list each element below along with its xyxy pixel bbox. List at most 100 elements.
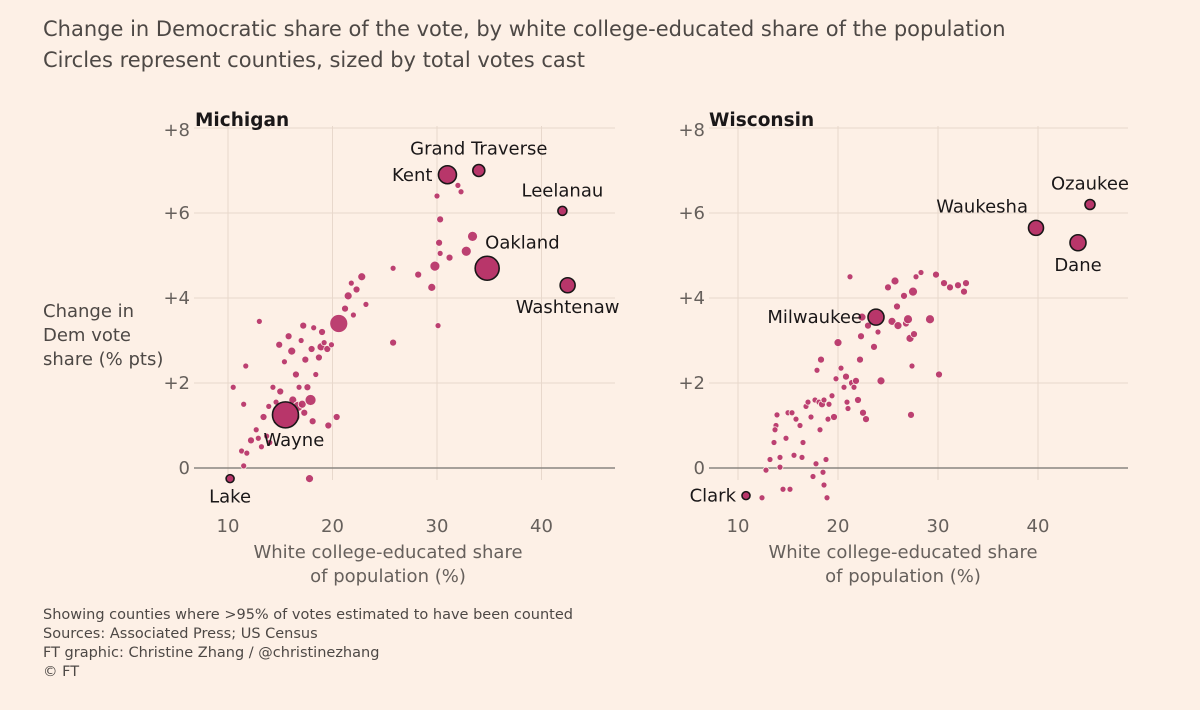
county-point bbox=[758, 494, 766, 502]
county-point-dane bbox=[1069, 233, 1087, 252]
county-point bbox=[874, 328, 882, 336]
county-point bbox=[259, 413, 268, 421]
y-tick-label: +6 bbox=[163, 203, 190, 224]
plot-wisconsin bbox=[709, 126, 1128, 502]
x-tick-label: 20 bbox=[827, 516, 850, 537]
county-point bbox=[300, 408, 309, 417]
county-point bbox=[229, 383, 237, 391]
county-point bbox=[925, 314, 935, 325]
county-label: Leelanau bbox=[522, 180, 604, 201]
county-label: Waukesha bbox=[936, 196, 1028, 217]
county-point-lake bbox=[225, 473, 235, 484]
chart-title: Change in Democratic share of the vote, … bbox=[43, 17, 1006, 41]
county-point bbox=[341, 304, 349, 313]
county-point bbox=[837, 364, 845, 372]
county-point bbox=[434, 322, 442, 330]
footer-credit: FT graphic: Christine Zhang / @christine… bbox=[43, 645, 380, 661]
y-tick-label: +2 bbox=[678, 373, 705, 394]
plot-michigan bbox=[194, 126, 615, 484]
county-point bbox=[435, 238, 443, 247]
county-point bbox=[960, 287, 968, 296]
y-axis-label-line: share (% pts) bbox=[43, 349, 164, 370]
county-label: Washtenaw bbox=[516, 297, 620, 318]
x-axis-label-line: White college-educated share bbox=[253, 542, 523, 563]
county-point bbox=[265, 402, 273, 410]
county-point bbox=[436, 249, 444, 257]
county-point bbox=[414, 270, 423, 279]
county-point bbox=[460, 245, 472, 257]
x-tick-label: 10 bbox=[217, 516, 240, 537]
county-point bbox=[252, 426, 260, 434]
county-point bbox=[852, 376, 860, 385]
county-point bbox=[258, 443, 265, 451]
county-point bbox=[281, 358, 288, 366]
county-point bbox=[357, 272, 367, 282]
county-point bbox=[788, 409, 796, 417]
county-label: Dane bbox=[1054, 255, 1101, 276]
panel-title-michigan: Michigan bbox=[195, 110, 289, 131]
county-point-kent bbox=[437, 164, 458, 185]
county-point bbox=[828, 392, 836, 400]
county-point bbox=[817, 355, 825, 364]
county-point bbox=[427, 282, 437, 292]
county-point bbox=[907, 410, 915, 419]
county-label: Grand Traverse bbox=[410, 139, 547, 160]
county-point bbox=[349, 311, 357, 319]
x-axis-label-michigan: White college-educated share of populati… bbox=[223, 541, 553, 589]
county-point bbox=[332, 413, 341, 421]
county-point bbox=[323, 345, 332, 353]
county-point bbox=[890, 276, 900, 286]
county-point bbox=[284, 332, 293, 341]
county-point bbox=[824, 415, 832, 423]
county-point bbox=[240, 400, 248, 408]
county-point bbox=[846, 273, 854, 281]
county-point bbox=[790, 451, 798, 459]
x-axis-label-line: of population (%) bbox=[310, 566, 466, 587]
county-point bbox=[804, 398, 812, 406]
county-point bbox=[908, 362, 916, 370]
county-point bbox=[935, 370, 943, 379]
county-point bbox=[864, 321, 872, 330]
county-point bbox=[856, 355, 864, 364]
county-point bbox=[857, 332, 865, 341]
county-point bbox=[820, 481, 828, 489]
county-point bbox=[884, 283, 892, 292]
county-point bbox=[445, 253, 454, 262]
county-point bbox=[832, 375, 840, 383]
county-point bbox=[467, 230, 478, 242]
x-tick-label: 30 bbox=[426, 516, 449, 537]
county-point bbox=[310, 324, 318, 332]
county-point bbox=[843, 398, 851, 406]
county-label: Milwaukee bbox=[767, 307, 862, 328]
footer-sources: Sources: Associated Press; US Census bbox=[43, 626, 318, 642]
county-point bbox=[893, 302, 901, 311]
county-point bbox=[830, 413, 838, 421]
county-point bbox=[247, 436, 255, 445]
x-tick-label: 40 bbox=[1027, 516, 1050, 537]
county-point bbox=[389, 264, 397, 272]
footer: Showing counties where >95% of votes est… bbox=[43, 606, 573, 682]
county-point bbox=[912, 273, 920, 281]
county-point bbox=[312, 371, 320, 378]
y-tick-label: +6 bbox=[678, 203, 705, 224]
county-point bbox=[825, 400, 833, 408]
county-point bbox=[870, 342, 878, 351]
county-point bbox=[893, 321, 903, 331]
county-point bbox=[823, 494, 831, 502]
county-point bbox=[429, 260, 441, 272]
county-point bbox=[917, 269, 925, 276]
county-point bbox=[292, 370, 300, 379]
county-point bbox=[318, 328, 326, 336]
county-point bbox=[876, 376, 886, 386]
county-point-washtenaw bbox=[559, 276, 576, 294]
county-point bbox=[854, 396, 862, 404]
x-axis-label-line: of population (%) bbox=[825, 566, 981, 587]
county-point bbox=[792, 415, 800, 423]
county-point bbox=[328, 341, 335, 349]
county-point bbox=[275, 340, 284, 349]
county-point-leelanau bbox=[557, 205, 568, 217]
county-point bbox=[308, 417, 317, 426]
county-point bbox=[389, 338, 398, 347]
county-point bbox=[908, 286, 918, 297]
